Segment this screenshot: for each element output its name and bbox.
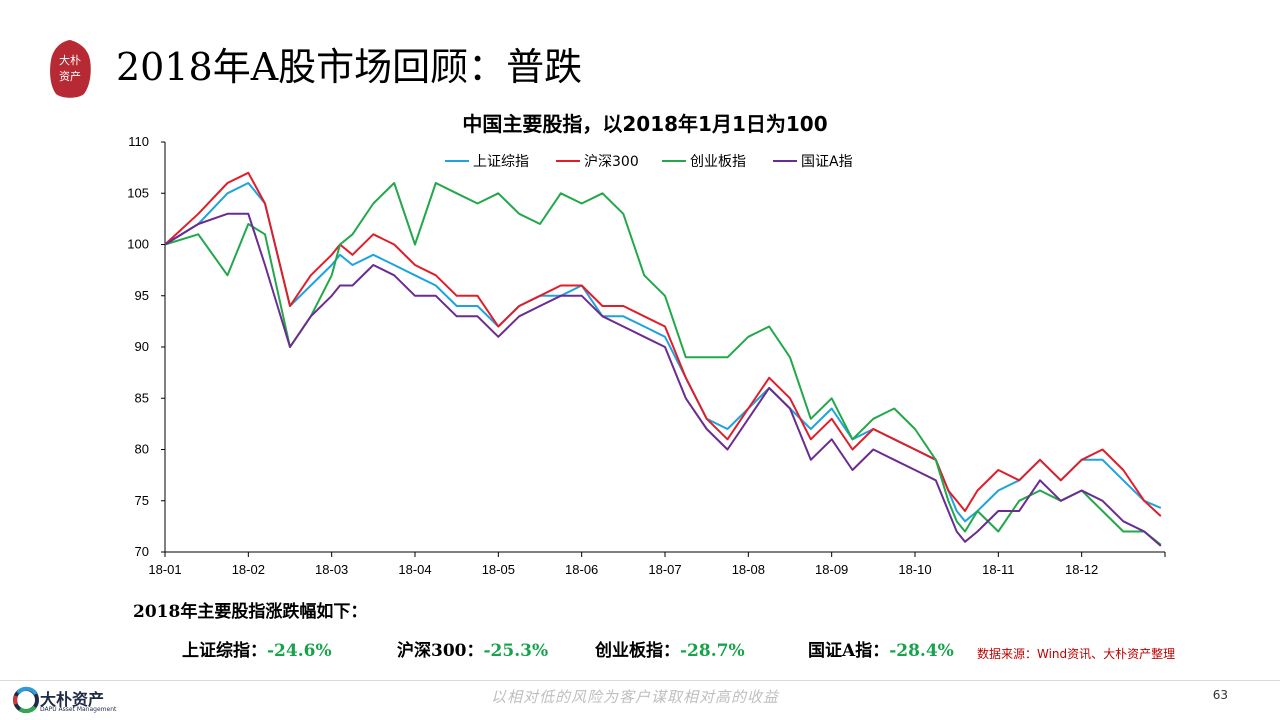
x-tick-label: 18-08 (732, 562, 765, 577)
stat-chinext: 创业板指：-28.7% (595, 636, 745, 661)
company-seal-icon: 大朴 资产 (50, 40, 91, 98)
chart-title: 中国主要股指，以2018年1月1日为100 (462, 112, 828, 136)
y-tick-label: 105 (127, 185, 149, 200)
company-logo-icon (13, 686, 39, 714)
stat-shanghai: 上证综指：-24.6% (182, 636, 332, 661)
y-tick-label: 75 (135, 493, 149, 508)
x-tick-label: 18-04 (398, 562, 431, 577)
summary-heading: 2018年主要股指涨跌幅如下： (133, 602, 368, 622)
svg-text:大朴: 大朴 (59, 53, 81, 67)
x-tick-label: 18-12 (1065, 562, 1098, 577)
x-tick-label: 18-11 (982, 562, 1014, 577)
index-line-chart: 70 75 80 85 90 95 100 105 110 18-01 18-02 18-03 18-0… (127, 134, 1166, 577)
y-tick-label: 90 (135, 339, 149, 354)
stat-value: -28.7% (680, 641, 745, 661)
legend-label: 沪深300 (584, 154, 639, 170)
legend-label: 国证A指 (801, 154, 853, 170)
y-tick-label: 70 (135, 544, 149, 559)
x-tick-label: 18-02 (232, 562, 265, 577)
footer-slogan: 以相对低的风险为客户谋取相对高的收益 (490, 688, 779, 706)
stat-label: 沪深300： (397, 641, 484, 661)
y-tick-label: 100 (127, 237, 149, 252)
y-tick-label: 85 (135, 390, 149, 405)
y-tick-label: 95 (135, 288, 149, 303)
stat-label: 国证A指： (808, 641, 890, 661)
series-line-4 (164, 212, 1162, 547)
stat-label: 上证综指： (182, 641, 267, 661)
stat-value: -24.6% (267, 641, 332, 661)
legend-label: 创业板指 (690, 154, 746, 170)
y-tick-label: 110 (128, 134, 149, 149)
data-source-note: 数据来源：Wind资讯、大朴资产整理 (977, 647, 1176, 661)
x-tick-label: 18-07 (648, 562, 681, 577)
svg-text:资产: 资产 (59, 69, 81, 83)
x-tick-label: 18-03 (315, 562, 348, 577)
series-line-2 (164, 171, 1162, 517)
stat-guozheng-a: 国证A指：-28.4% (808, 636, 954, 661)
x-tick-label: 18-05 (482, 562, 515, 577)
company-english-name: DAPU Asset Management (40, 706, 117, 713)
series-line-3 (164, 182, 1162, 546)
series-line-1 (164, 182, 1162, 523)
y-tick-label: 80 (135, 442, 149, 457)
footer-divider (0, 680, 1280, 681)
page-number: 63 (1212, 688, 1228, 702)
x-tick-label: 18-06 (565, 562, 598, 577)
stat-value: -28.4% (889, 641, 954, 661)
stat-value: -25.3% (483, 641, 549, 661)
x-tick-label: 18-09 (815, 562, 848, 577)
x-tick-label: 18-10 (898, 562, 931, 577)
stat-label: 创业板指： (595, 641, 680, 661)
page-title: 2018年A股市场回顾：普跌 (116, 45, 583, 89)
legend-label: 上证综指 (473, 154, 529, 170)
company-name: 大朴资产 (40, 690, 105, 709)
x-tick-label: 18-01 (148, 562, 181, 577)
stat-csi300: 沪深300：-25.3% (397, 636, 548, 661)
